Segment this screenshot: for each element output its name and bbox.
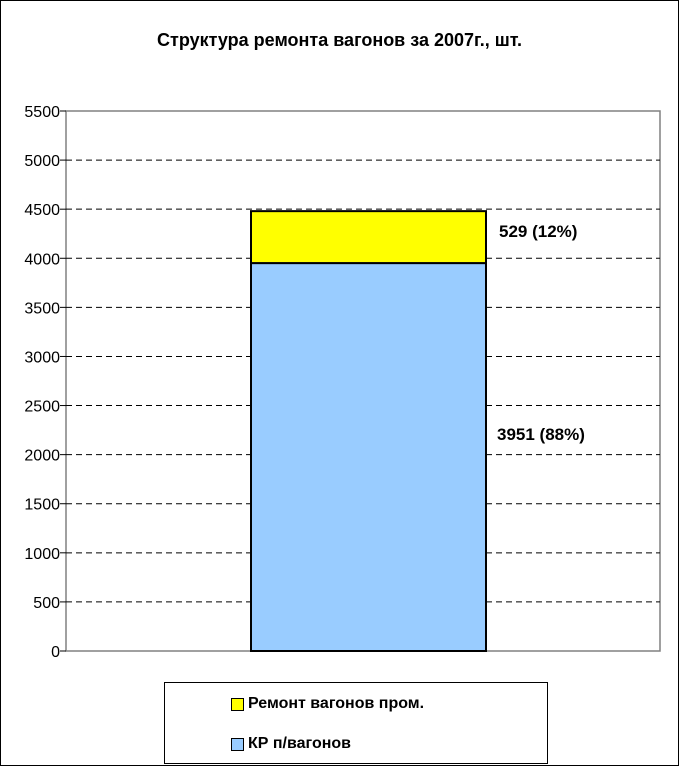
grid-lines	[66, 159, 660, 603]
y-tick-label: 5500	[24, 104, 60, 121]
data-label: 3951 (88%)	[497, 425, 585, 444]
y-tick-label: 4500	[24, 202, 60, 219]
data-label: 529 (12%)	[499, 222, 577, 241]
y-tick-label: 1000	[24, 546, 60, 563]
legend-item-repair-industrial: Ремонт вагонов пром.	[231, 695, 424, 713]
y-tick-label: 2500	[24, 399, 60, 416]
bar-repair-industrial	[250, 210, 487, 265]
legend-label: Ремонт вагонов пром.	[248, 695, 425, 712]
y-tick-label: 0	[51, 644, 60, 661]
y-tick-label: 3500	[24, 300, 60, 317]
y-tick-label: 1500	[24, 497, 60, 514]
bars	[250, 210, 487, 652]
y-axis: 0 500 1000 1500 2000 2500 3000 3500 4000 4500 5000…	[24, 104, 66, 661]
chart-title: Структура ремонта вагонов за 2007г., шт.	[157, 30, 522, 50]
y-tick-label: 4000	[24, 251, 60, 268]
y-tick-label: 500	[33, 595, 60, 612]
legend: Ремонт вагонов пром. КР п/вагонов	[164, 682, 548, 764]
y-tick-label: 2000	[24, 448, 60, 465]
legend-swatch-yellow	[231, 697, 244, 711]
y-tick-label: 3000	[24, 349, 60, 366]
y-tick-label: 5000	[24, 153, 60, 170]
legend-label: КР п/вагонов	[248, 735, 352, 752]
data-labels: 3951 (88%) 529 (12%)	[497, 222, 585, 444]
bar-kr-passenger	[250, 262, 487, 652]
legend-swatch-blue	[231, 737, 244, 751]
legend-item-kr-passenger: КР п/вагонов	[231, 735, 351, 753]
